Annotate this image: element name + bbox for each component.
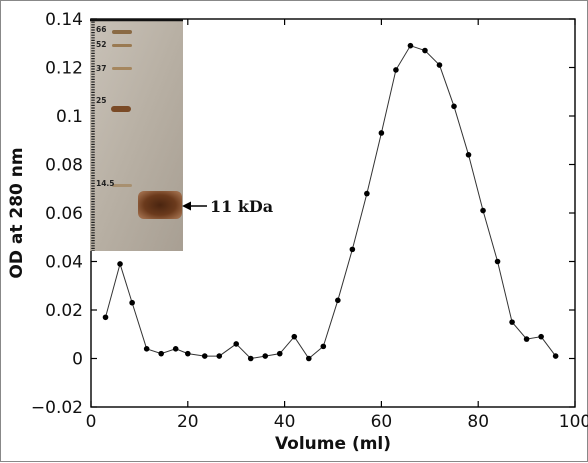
data-point — [143, 346, 150, 352]
data-point — [335, 297, 341, 304]
data-point — [172, 346, 179, 352]
data-point — [233, 341, 239, 347]
data-point — [509, 319, 515, 325]
data-point — [364, 190, 370, 197]
data-point — [129, 299, 135, 306]
data-point — [523, 336, 530, 342]
ladder-band — [112, 67, 132, 70]
data-point — [306, 355, 312, 362]
y-tick-label: 0.12 — [45, 59, 83, 79]
data-point — [185, 350, 191, 357]
data-point — [247, 355, 254, 362]
ladder-band — [112, 44, 132, 47]
ladder-band — [111, 106, 131, 112]
x-tick-label: 80 — [467, 412, 489, 432]
y-tick-label: 0.1 — [56, 107, 83, 127]
data-point — [320, 343, 327, 350]
x-tick-label: 40 — [274, 412, 296, 432]
x-tick-label: 60 — [371, 412, 393, 432]
x-tick-label: 20 — [177, 412, 199, 432]
mw-annotation: 11 kDa — [182, 197, 273, 216]
data-point — [422, 47, 428, 54]
ladder-label: 14.5 — [96, 179, 115, 188]
ladder-label: 66 — [96, 25, 106, 34]
data-point — [494, 258, 501, 265]
y-tick-label: 0.08 — [45, 156, 83, 176]
annotation-label: 11 kDa — [210, 197, 273, 216]
data-point — [291, 333, 298, 340]
data-point — [465, 152, 472, 158]
data-point — [158, 350, 164, 357]
data-point — [480, 207, 486, 214]
data-point — [276, 350, 283, 357]
y-tick-label: −0.02 — [31, 398, 83, 418]
ladder-label: 52 — [96, 40, 106, 49]
ladder-label: 37 — [96, 64, 106, 73]
x-tick-label: 100 — [559, 412, 588, 432]
data-point — [216, 353, 223, 359]
data-point — [117, 261, 123, 267]
data-point — [407, 42, 414, 49]
x-axis-title: Volume (ml) — [275, 434, 391, 454]
data-point — [552, 353, 559, 359]
data-point — [538, 333, 544, 340]
gel-inset: 66 52 37 25 14.5 — [90, 18, 183, 251]
ladder-band — [112, 184, 132, 187]
y-tick-label: 0.06 — [45, 204, 83, 224]
y-tick-label: 0.14 — [45, 10, 83, 30]
y-axis-title: OD at 280 nm — [7, 147, 27, 278]
data-point — [436, 62, 443, 68]
x-axis-ticks: 0 20 40 60 80 100 — [86, 19, 588, 432]
data-points — [102, 42, 559, 362]
annotation-arrow-head — [182, 201, 191, 211]
data-point — [262, 353, 269, 359]
data-point — [451, 103, 457, 110]
data-point — [201, 353, 208, 359]
data-point — [102, 314, 109, 321]
y-tick-label: 0.02 — [45, 301, 83, 321]
data-point — [349, 246, 356, 253]
ladder-label: 25 — [96, 96, 106, 105]
y-tick-label: 0 — [72, 350, 83, 370]
y-tick-label: 0.04 — [45, 253, 83, 273]
x-tick-label: 0 — [86, 412, 97, 432]
sample-band — [138, 191, 182, 219]
data-point — [378, 130, 385, 136]
ladder-band — [112, 30, 132, 34]
data-point — [393, 67, 399, 73]
